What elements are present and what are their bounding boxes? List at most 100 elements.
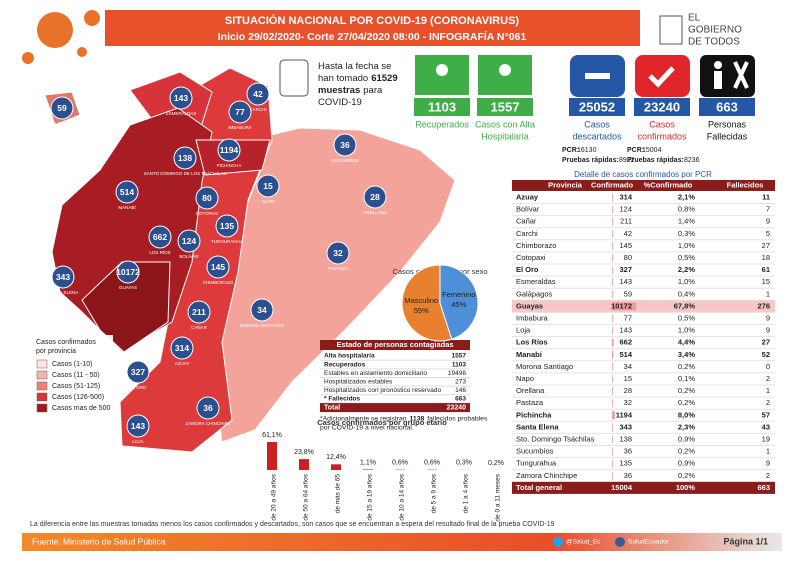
legend-swatch — [37, 371, 47, 379]
cell: 57 — [762, 410, 770, 419]
total-cell: 663 — [757, 483, 770, 492]
cell: 77 — [624, 313, 632, 322]
stat-label: Fallecidas — [707, 131, 748, 141]
province-value: 343 — [56, 272, 70, 282]
cell: 1 — [766, 386, 770, 395]
status-value: 273 — [455, 379, 466, 386]
logo-line: EL — [688, 13, 701, 24]
legend-swatch — [37, 404, 47, 412]
logo-shield — [660, 16, 682, 44]
bar — [299, 459, 309, 470]
bar-category: de 1 a 4 años — [463, 473, 470, 513]
province-name: CARCHI — [249, 107, 266, 112]
icon-glyph — [714, 71, 722, 89]
deceased-icon — [700, 55, 755, 97]
cell: 2 — [766, 398, 770, 407]
subtitle: Inicio 29/02/2020- Corte 27/04/2020 08:0… — [218, 30, 527, 43]
status-label: Hospitalizados estables — [324, 379, 393, 386]
cell: 138 — [619, 434, 632, 443]
cell: 42 — [624, 229, 632, 238]
confirmed-bar — [612, 315, 613, 323]
cell: Chimborazo — [516, 241, 556, 250]
bar-category: de más de 65 — [335, 474, 342, 514]
cell: 327 — [619, 265, 632, 274]
confirmed-bar — [612, 387, 613, 395]
province-value: 1194 — [220, 145, 239, 155]
cell: 5 — [766, 229, 770, 238]
stat-sub-label: Pruebas rápidas: — [562, 157, 619, 164]
province-value: 10172 — [116, 267, 140, 277]
cell: 8,0% — [678, 410, 695, 419]
province-name: BOLÍVAR — [179, 253, 199, 259]
stat-sub-value: 15004 — [642, 147, 662, 154]
cell: El Oro — [516, 265, 539, 274]
confirmed-bar — [612, 436, 613, 444]
cell: 18 — [762, 253, 770, 262]
total-cell: Total general — [516, 483, 562, 492]
cell: Pastaza — [516, 398, 544, 407]
stat-label: Casos con Alta — [475, 119, 535, 129]
stat-value: 25052 — [579, 99, 615, 114]
cell: 0,9% — [678, 459, 695, 468]
cell: 9 — [766, 217, 770, 226]
status-note: por COVID-19 a nivel nacional. — [320, 424, 414, 431]
confirmed-bar — [612, 363, 613, 371]
stat-label: Recuperados — [415, 119, 469, 129]
cell: 27 — [762, 241, 770, 250]
province-name: MANABÍ — [118, 204, 136, 210]
cell: 1,0% — [678, 326, 695, 335]
source: Ministerio de Salud Pública — [63, 536, 166, 546]
legend-label: Casos (126-500) — [52, 394, 104, 401]
legend-title: por provincia — [36, 348, 76, 355]
province-value: 42 — [253, 89, 263, 99]
stat-label: descartados — [572, 131, 622, 141]
cell: 1 — [766, 447, 770, 456]
province-name: TUNGURAHUA — [211, 239, 243, 244]
confirmed-bar — [612, 351, 613, 359]
province-name: NAPO — [262, 199, 275, 204]
logo: EL GOBIERNO DE TODOS — [660, 13, 742, 48]
status-value: 663 — [455, 396, 466, 403]
confirmed-bar — [612, 242, 613, 250]
pie-category: Masculino — [404, 296, 438, 305]
cell: 0,2% — [678, 386, 695, 395]
province-name: AZUAY — [175, 361, 190, 366]
province-name: ZAMORA CHINCHIPE — [185, 421, 230, 426]
legend-label: Casos (1-10) — [52, 361, 92, 368]
cell: 3,4% — [678, 350, 695, 359]
bar — [267, 442, 277, 470]
cell: 2,2% — [678, 265, 695, 274]
province-name: GALÁPAGOS — [48, 120, 76, 126]
twitter: @Salud_Ec — [566, 539, 601, 546]
cell: Carchi — [516, 229, 538, 238]
province-value: 327 — [131, 367, 145, 377]
province-name: CAÑAR — [191, 324, 208, 330]
cell: 36 — [624, 471, 632, 480]
province-name: PICHINCHA — [217, 163, 242, 168]
confirmed-bar — [612, 278, 613, 286]
cell: 124 — [619, 205, 632, 214]
icon-glyph — [499, 64, 511, 76]
cell: 314 — [619, 192, 632, 201]
status-total-label: Total — [324, 404, 340, 411]
legend-label: Casos (11 - 50) — [52, 372, 100, 379]
pie-value-label: 55% — [414, 306, 429, 315]
cell: 514 — [619, 350, 632, 359]
source-label: Fuente: — [32, 536, 61, 546]
cell: 52 — [762, 350, 770, 359]
bar-category: de 0 a 11 meses — [495, 473, 502, 521]
column-header: %Confirmado — [644, 180, 693, 189]
cell: 211 — [620, 217, 632, 226]
samples-part: COVID-19 — [318, 97, 362, 108]
bar-category: de 50 a 64 años — [303, 473, 310, 520]
confirmed-bar — [612, 254, 613, 262]
cell: 0,2% — [678, 447, 695, 456]
note-part: 1138 — [410, 415, 425, 422]
confirmed-bar — [612, 327, 613, 335]
cell: 4,4% — [678, 338, 695, 347]
cell: 9 — [766, 459, 770, 468]
cell: 2 — [766, 471, 770, 480]
cell: 1,0% — [678, 241, 695, 250]
